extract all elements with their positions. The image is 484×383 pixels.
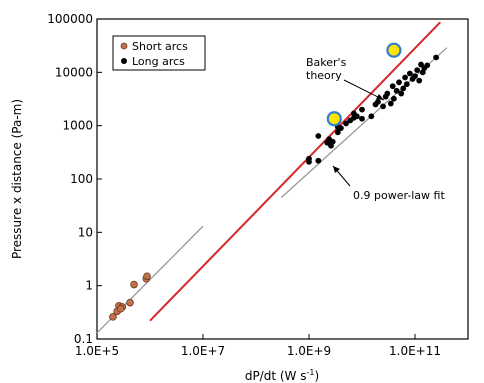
data-points <box>109 42 439 321</box>
long-arc-point <box>433 54 439 61</box>
long-arc-point <box>389 83 396 90</box>
power-law-fit-line <box>280 47 448 198</box>
y-axis-label: Pressure x distance (Pa-m) <box>10 99 24 259</box>
long-arc-point <box>416 77 423 84</box>
long-arc-point <box>424 62 431 69</box>
long-arc-point <box>414 67 421 74</box>
legend-marker-short-arcs <box>120 42 128 50</box>
long-arc-point <box>384 90 391 97</box>
x-tick-label: 1.0E+9 <box>287 344 331 358</box>
legend-label-short-arcs: Short arcs <box>132 40 188 53</box>
long-arc-point <box>315 157 322 164</box>
long-arc-point <box>329 138 336 145</box>
long-arc-point <box>391 95 397 102</box>
annotation-baker-arrowhead <box>376 94 384 100</box>
legend-box <box>112 35 206 71</box>
long-arc-point <box>334 129 341 136</box>
plot-area <box>96 18 469 340</box>
short-arc-point <box>126 298 134 307</box>
y-tick-label: 1000 <box>62 119 93 133</box>
long-arc-point <box>393 87 400 94</box>
highlighted-point <box>326 111 342 127</box>
long-arc-point <box>375 98 381 105</box>
long-arc-point <box>402 74 408 81</box>
baker-theory-line <box>149 21 442 322</box>
y-tick-label: 100000 <box>47 12 93 26</box>
annotation-fit: 0.9 power-law fit <box>353 189 445 202</box>
long-arc-point <box>400 85 407 92</box>
x-tick-label: 1.0E+5 <box>75 344 119 358</box>
x-tick-label: 1.0E+11 <box>389 344 441 358</box>
y-tick-label: 1 <box>85 279 93 293</box>
y-tick-label: 100 <box>70 172 93 186</box>
x-tick-label: 1.0E+7 <box>181 344 225 358</box>
ticks: 0.1 1 10 100 1000 10000 100000 1.0E+5 1.0E+7 1.0E… <box>47 12 441 358</box>
long-arc-point <box>343 120 349 127</box>
legend: Short arcs Long arcs <box>112 35 206 71</box>
long-arc-point <box>406 70 413 77</box>
legend-label-long-arcs: Long arcs <box>132 55 185 68</box>
x-axis-label-close: ) <box>314 369 319 383</box>
long-arc-point <box>306 155 312 162</box>
long-arc-point <box>412 73 418 79</box>
long-arc-point <box>338 125 344 132</box>
short-arc-point <box>109 313 117 321</box>
highlighted-point <box>386 42 402 58</box>
long-arc-point <box>359 106 365 113</box>
long-arc-point <box>315 133 322 139</box>
long-arc-point <box>368 113 375 120</box>
long-arc-point <box>403 81 410 88</box>
short-arc-point <box>130 280 138 289</box>
short-arc-point <box>116 304 125 313</box>
short-arc-point <box>143 272 151 281</box>
long-arc-point <box>353 113 360 120</box>
annotation-baker-line2: theory <box>306 69 342 82</box>
long-arc-point <box>359 115 365 122</box>
long-arc-point <box>398 90 405 97</box>
x-axis-label: dP/dt (W s-1) <box>245 368 319 383</box>
x-axis-label-text: dP/dt (W s <box>245 369 307 383</box>
y-tick-label: 10000 <box>55 65 93 79</box>
annotation-baker-line1: Baker's <box>306 56 347 69</box>
long-arc-point <box>387 100 394 107</box>
annotation-fit-arrowhead <box>333 166 340 173</box>
long-arc-point <box>396 79 402 86</box>
y-tick-label: 0.1 <box>74 332 93 346</box>
x-axis-label-exponent: -1 <box>306 368 314 377</box>
long-arc-point <box>380 103 386 110</box>
legend-marker-long-arcs <box>121 58 127 64</box>
annotation-baker-arrow <box>343 79 385 101</box>
y-tick-label: 10 <box>78 225 93 239</box>
